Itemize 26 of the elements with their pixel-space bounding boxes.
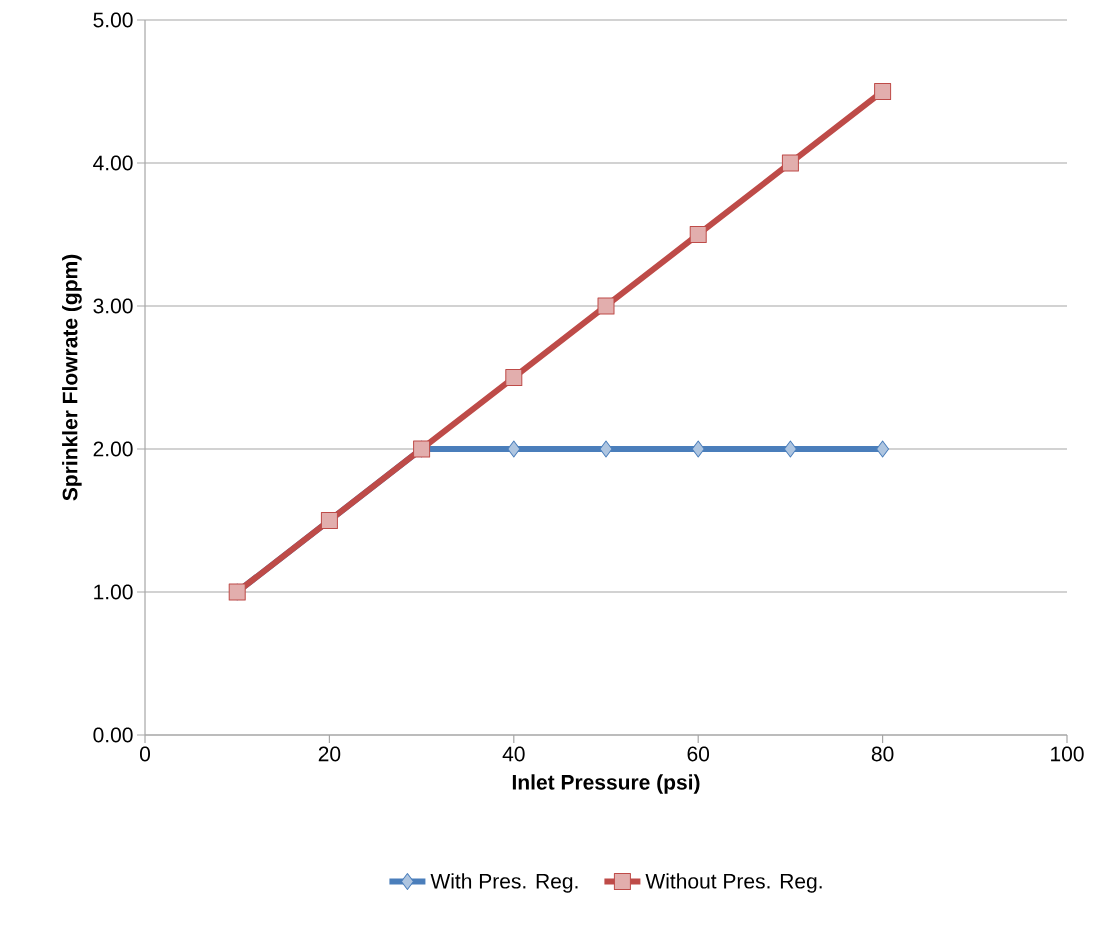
point [689,225,707,243]
legend-label: With Pres. Reg. [430,873,578,893]
point [505,368,523,386]
legend-label: Without Pres. Reg. [645,873,822,893]
point [507,440,521,458]
y-tick-label: 5.00 [93,12,133,28]
y-tick-label: 4.00 [93,155,133,171]
x-tick-label: 40 [502,746,525,762]
point [874,82,892,100]
point [783,440,797,458]
point [781,154,799,172]
y-tick-label: 1.00 [94,584,133,600]
x-tick-label: 20 [318,746,341,762]
point [876,440,890,458]
y-tick-label: 0.00 [93,727,133,743]
x-axis-title: Inlet Pressure (psi) [512,774,700,794]
y-tick-label: 3.00 [93,298,133,314]
y-tick-label: 2.00 [93,441,133,457]
point [597,297,615,315]
x-tick-label: 60 [687,746,710,762]
x-tick-label: 80 [871,746,894,762]
point [599,440,613,458]
point [691,440,705,458]
y-axis-title: Sprinkler Flowrate (gpm) [62,254,82,501]
x-tick-label: 100 [1051,746,1084,762]
x-tick-label: 0 [139,746,151,762]
